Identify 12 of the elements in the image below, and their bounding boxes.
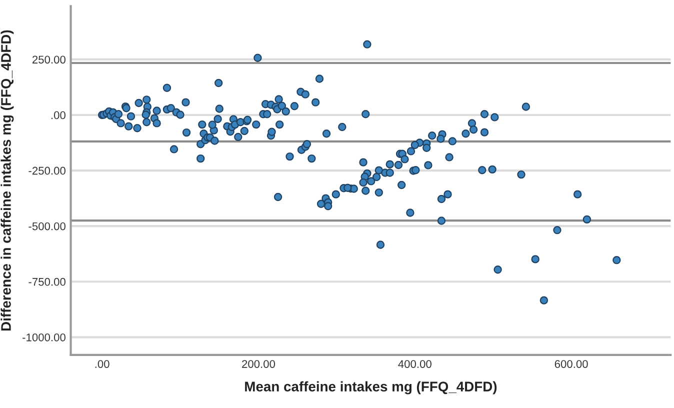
y-axis-title: Difference in caffeine intakes mg (FFQ_4DFD) <box>0 30 14 330</box>
y-tick-label: -1000.00 <box>22 333 66 342</box>
y-tick-label: -250.00 <box>28 166 66 175</box>
x-axis-title: Mean caffeine intakes mg (FFQ_4DFD) <box>245 381 497 394</box>
x-tick-label: 600.00 <box>554 360 588 368</box>
y-tick-label: -500.00 <box>28 222 66 230</box>
y-tick-label: .00 <box>51 111 66 120</box>
x-tick-label: 400.00 <box>398 360 432 368</box>
x-tick-label: .00 <box>95 360 110 368</box>
y-tick-label: -750.00 <box>28 278 66 286</box>
y-tick-label: 250.00 <box>32 56 66 64</box>
x-tick-label: 200.00 <box>242 360 276 368</box>
